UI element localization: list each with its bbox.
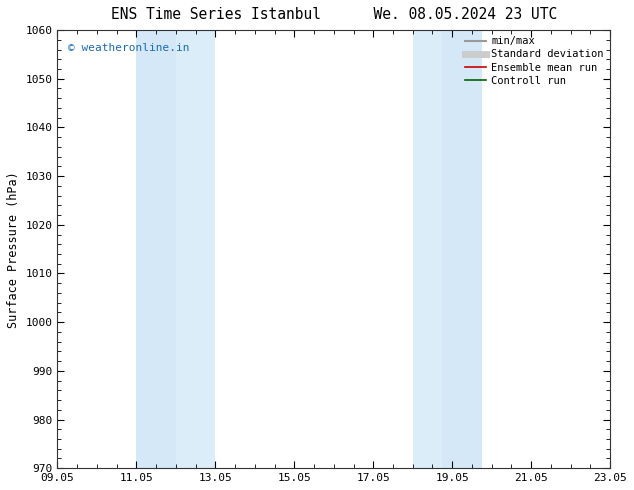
Bar	[136, 30, 176, 468]
Title: ENS Time Series Istanbul      We. 08.05.2024 23 UTC: ENS Time Series Istanbul We. 08.05.2024 …	[111, 7, 557, 22]
Y-axis label: Surface Pressure (hPa): Surface Pressure (hPa)	[7, 171, 20, 327]
Bar	[413, 30, 443, 468]
Bar	[443, 30, 482, 468]
Legend: min/max, Standard deviation, Ensemble mean run, Controll run: min/max, Standard deviation, Ensemble me…	[461, 32, 608, 90]
Text: © weatheronline.in: © weatheronline.in	[68, 43, 190, 53]
Bar	[176, 30, 216, 468]
